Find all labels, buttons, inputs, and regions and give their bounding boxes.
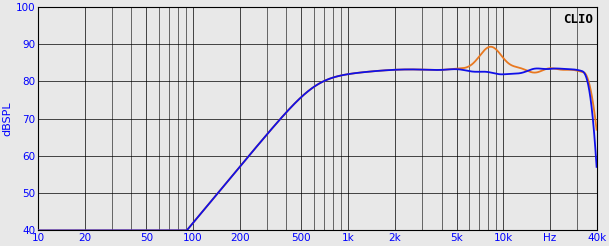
Text: CLIO: CLIO [563, 14, 593, 27]
Y-axis label: dBSPL: dBSPL [3, 101, 13, 136]
